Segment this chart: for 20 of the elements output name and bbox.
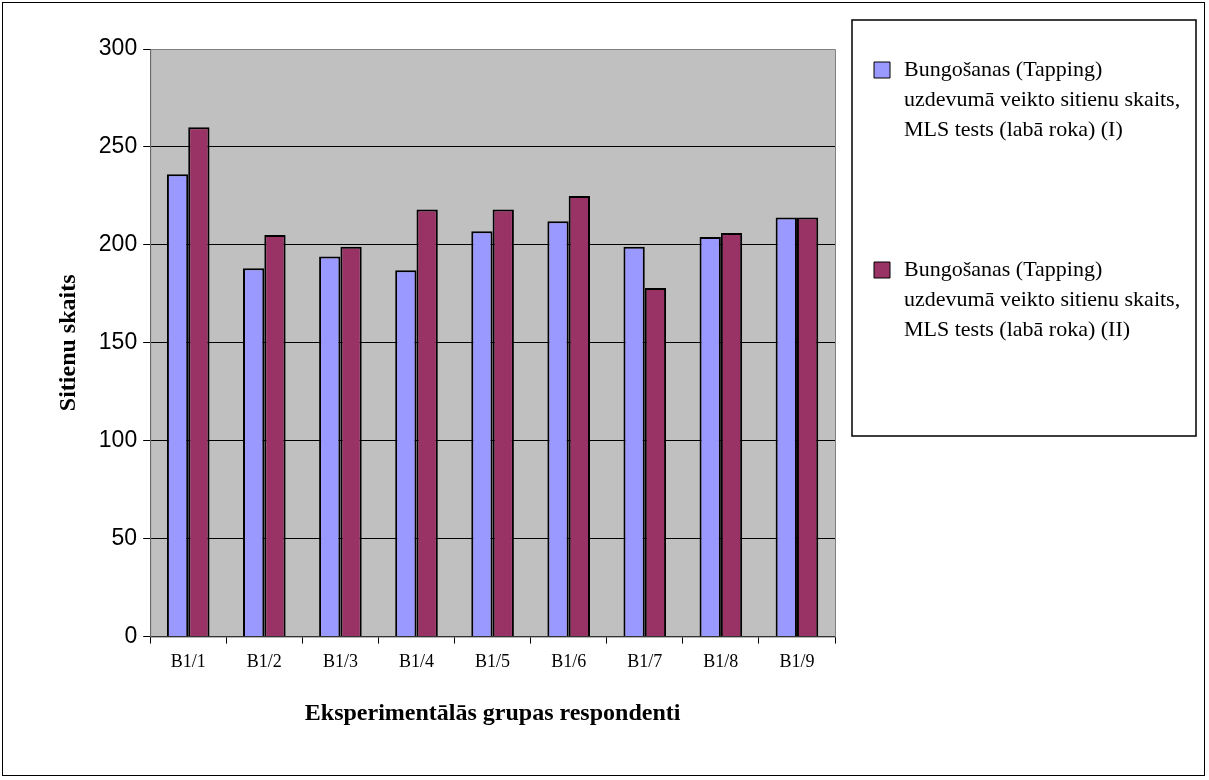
legend-label: Bungošanas (Tapping) uzdevumā veikto sitienu skaits, MLS tests (labā roka) (I) [904,55,1181,141]
x-tick-label: B1/8 [703,651,739,672]
x-tick-label: B1/5 [475,651,511,672]
x-tick-label: B1/6 [551,651,587,672]
y-tick-label: 300 [98,34,138,61]
y-tick-label: 150 [98,328,138,355]
legend-label: Bungošanas (Tapping) uzdevumā veikto sitienu skaits, MLS tests (labā roka) (II) [904,255,1181,341]
y-tick-label: 200 [98,230,138,257]
x-tick-label: B1/1 [170,651,206,672]
y-tick-label: 250 [98,132,138,159]
y-tick-label: 0 [124,621,138,648]
x-tick-label: B1/4 [398,651,434,672]
x-tick-label: B1/9 [779,651,815,672]
y-axis-title: Sitienu skaits [53,274,80,412]
x-tick-label: B1/7 [627,651,663,672]
y-tick-label: 50 [111,524,138,551]
x-tick-label: B1/2 [246,651,282,672]
x-axis-title: Eksperimentālās grupas respondenti [304,698,681,725]
y-tick-label: 100 [98,426,138,453]
x-tick-label: B1/3 [322,651,358,672]
